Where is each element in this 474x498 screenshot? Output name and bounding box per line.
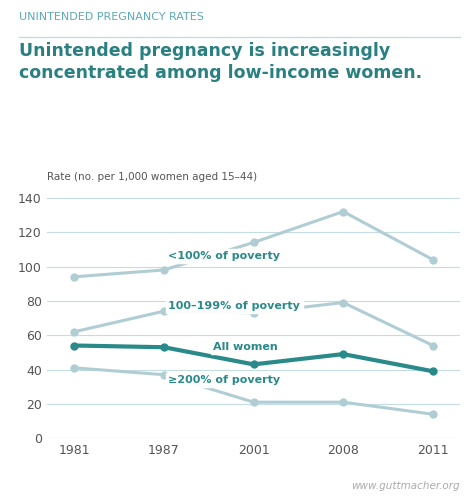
Text: www.guttmacher.org: www.guttmacher.org [351, 481, 460, 491]
Text: Rate (no. per 1,000 women aged 15–44): Rate (no. per 1,000 women aged 15–44) [47, 172, 257, 182]
Text: ≥200% of poverty: ≥200% of poverty [168, 375, 281, 385]
Text: <100% of poverty: <100% of poverty [168, 251, 281, 261]
Text: Unintended pregnancy is increasingly
concentrated among low-income women.: Unintended pregnancy is increasingly con… [19, 42, 422, 82]
Text: All women: All women [213, 342, 278, 352]
Text: UNINTENDED PREGNANCY RATES: UNINTENDED PREGNANCY RATES [19, 12, 204, 22]
Text: 100–199% of poverty: 100–199% of poverty [168, 301, 301, 311]
